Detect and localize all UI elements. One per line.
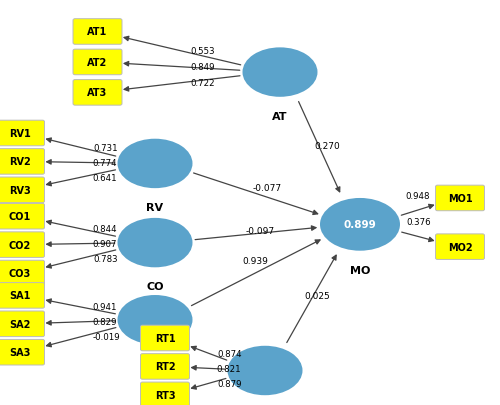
FancyBboxPatch shape [0,204,44,229]
Text: AT1: AT1 [88,28,108,37]
Text: 0.874: 0.874 [218,349,242,358]
FancyBboxPatch shape [73,80,122,106]
Text: 0.783: 0.783 [93,254,118,264]
FancyBboxPatch shape [140,354,190,379]
Text: AT: AT [272,111,288,122]
Text: MO1: MO1 [448,194,472,203]
Text: -0.077: -0.077 [253,184,282,193]
FancyBboxPatch shape [0,149,44,175]
Text: 0.553: 0.553 [190,47,216,56]
Text: 0.722: 0.722 [190,79,215,88]
FancyBboxPatch shape [0,261,44,286]
Ellipse shape [118,295,192,345]
FancyBboxPatch shape [73,50,122,75]
Text: SA2: SA2 [10,319,30,329]
Text: 0.821: 0.821 [216,364,241,373]
Text: 0.844: 0.844 [93,225,118,234]
Text: RT1: RT1 [154,333,176,343]
Text: CO: CO [146,281,164,292]
FancyBboxPatch shape [0,339,44,365]
Ellipse shape [320,198,400,251]
Text: RV2: RV2 [9,157,31,167]
FancyBboxPatch shape [0,311,44,337]
FancyBboxPatch shape [73,19,122,45]
Text: 0.899: 0.899 [344,220,376,230]
FancyBboxPatch shape [0,177,44,203]
Text: 0.849: 0.849 [190,63,215,72]
Ellipse shape [242,48,318,98]
Text: SA1: SA1 [10,291,30,301]
Text: -0.097: -0.097 [246,226,274,235]
Text: 0.829: 0.829 [92,318,117,326]
Text: MO2: MO2 [448,242,472,252]
Text: 0.270: 0.270 [314,141,340,150]
Text: RT2: RT2 [154,362,176,371]
Text: RT3: RT3 [154,390,176,400]
FancyBboxPatch shape [140,382,190,405]
Text: 0.376: 0.376 [406,218,430,227]
Text: CO3: CO3 [9,269,31,278]
FancyBboxPatch shape [436,234,484,260]
FancyBboxPatch shape [140,326,190,351]
Ellipse shape [228,346,302,395]
Text: AT3: AT3 [88,88,108,98]
Text: CO2: CO2 [9,240,31,250]
Text: RV3: RV3 [9,185,31,195]
Text: 0.879: 0.879 [217,379,242,388]
Text: 0.774: 0.774 [92,158,117,167]
Ellipse shape [118,218,192,268]
Text: 0.907: 0.907 [92,240,117,249]
Text: SA3: SA3 [10,347,30,357]
FancyBboxPatch shape [0,121,44,146]
FancyBboxPatch shape [0,283,44,309]
Text: 0.641: 0.641 [93,173,118,182]
Text: 0.731: 0.731 [93,143,118,153]
Text: RV: RV [146,202,164,213]
Text: MO: MO [350,265,370,275]
Text: 0.939: 0.939 [242,257,268,266]
Text: 0.948: 0.948 [406,191,430,200]
Text: CO1: CO1 [9,212,31,222]
Text: RV1: RV1 [9,129,31,139]
Text: AT2: AT2 [88,58,108,68]
FancyBboxPatch shape [0,232,44,258]
Text: 0.025: 0.025 [304,291,330,300]
Ellipse shape [118,139,192,189]
Text: -0.019: -0.019 [93,333,120,341]
FancyBboxPatch shape [436,185,484,211]
Text: SA: SA [146,358,164,369]
Text: 0.941: 0.941 [93,303,118,311]
